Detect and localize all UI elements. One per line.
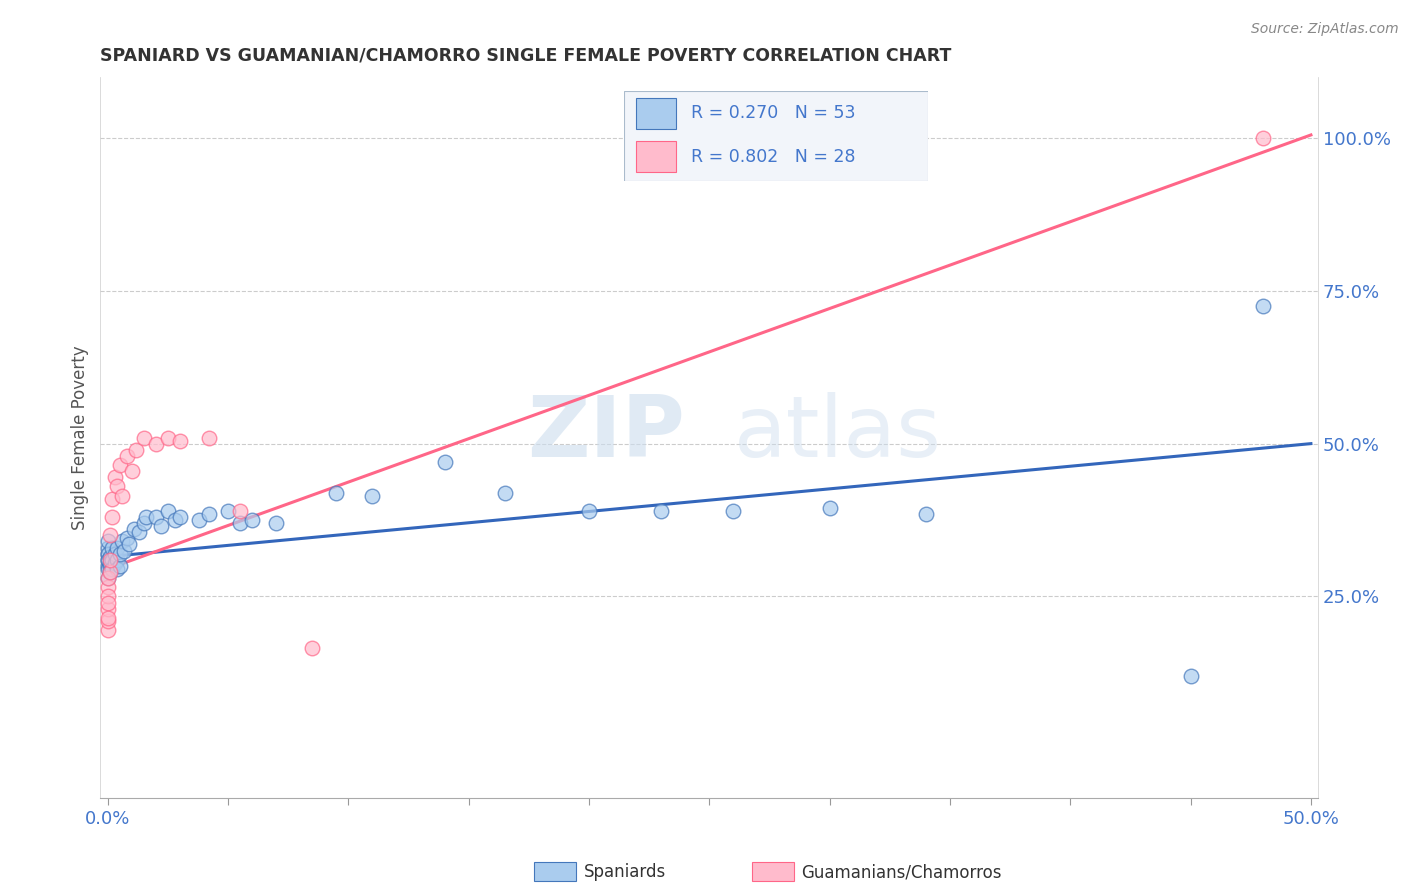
Point <box>97 611 120 625</box>
Y-axis label: Single Female Poverty: Single Female Poverty <box>72 345 89 530</box>
Point <box>98 556 121 570</box>
Point <box>128 525 150 540</box>
Point <box>97 580 120 594</box>
Point <box>105 562 128 576</box>
Point <box>98 528 121 542</box>
Point <box>97 614 120 628</box>
Point <box>97 553 120 567</box>
Point <box>229 504 252 518</box>
Point <box>98 549 121 564</box>
Point <box>97 601 120 615</box>
Point <box>112 543 135 558</box>
Point <box>108 458 131 472</box>
Point <box>105 553 128 567</box>
Text: Guamanians/Chamorros: Guamanians/Chamorros <box>801 863 1002 881</box>
Point <box>97 547 120 561</box>
Point <box>156 504 179 518</box>
Point <box>361 489 384 503</box>
Point <box>104 556 127 570</box>
Point <box>111 489 134 503</box>
Point <box>108 558 131 573</box>
Point <box>325 485 347 500</box>
Point <box>818 500 841 515</box>
Point <box>118 537 141 551</box>
Point <box>108 547 131 561</box>
Point <box>98 558 121 573</box>
Point <box>97 595 120 609</box>
Point <box>132 430 155 444</box>
Point <box>104 547 127 561</box>
Point <box>188 513 211 527</box>
Point <box>122 522 145 536</box>
Point <box>104 470 127 484</box>
Point <box>98 553 121 567</box>
Point <box>163 513 186 527</box>
Point <box>264 516 287 530</box>
Text: Source: ZipAtlas.com: Source: ZipAtlas.com <box>1251 22 1399 37</box>
Point <box>650 504 672 518</box>
Point <box>97 590 120 604</box>
Point <box>101 562 124 576</box>
Point <box>240 513 263 527</box>
Point <box>1180 669 1202 683</box>
Point <box>101 491 124 506</box>
Point <box>97 547 120 561</box>
Point <box>578 504 600 518</box>
Point <box>97 534 120 549</box>
Point <box>132 516 155 530</box>
Point <box>125 442 148 457</box>
Point <box>135 510 157 524</box>
Point <box>97 623 120 637</box>
Point <box>97 571 120 585</box>
Point <box>156 430 179 444</box>
Point <box>98 565 121 579</box>
Point <box>115 449 138 463</box>
Point <box>97 571 120 585</box>
Point <box>494 485 516 500</box>
Point <box>145 510 167 524</box>
Point <box>1251 131 1274 145</box>
Point <box>914 507 936 521</box>
Point <box>149 519 172 533</box>
Point <box>105 541 128 555</box>
Point <box>145 436 167 450</box>
Text: Spaniards: Spaniards <box>583 863 665 881</box>
Point <box>433 455 456 469</box>
Point <box>169 510 191 524</box>
Point <box>101 553 124 567</box>
Point <box>197 430 219 444</box>
Point <box>98 565 121 579</box>
Point <box>197 507 219 521</box>
Text: SPANIARD VS GUAMANIAN/CHAMORRO SINGLE FEMALE POVERTY CORRELATION CHART: SPANIARD VS GUAMANIAN/CHAMORRO SINGLE FE… <box>100 46 952 64</box>
Point <box>115 532 138 546</box>
Point <box>229 516 252 530</box>
Point <box>97 562 120 576</box>
Point <box>101 510 124 524</box>
Text: atlas: atlas <box>734 392 942 475</box>
Point <box>301 641 323 656</box>
Point <box>97 553 120 567</box>
Point <box>97 558 120 573</box>
Point <box>121 464 143 478</box>
Point <box>105 479 128 493</box>
Point <box>97 541 120 555</box>
Point <box>217 504 239 518</box>
Point <box>111 534 134 549</box>
Point <box>101 541 124 555</box>
Point <box>1251 299 1274 313</box>
Point <box>723 504 745 518</box>
Text: ZIP: ZIP <box>527 392 685 475</box>
Point <box>169 434 191 448</box>
